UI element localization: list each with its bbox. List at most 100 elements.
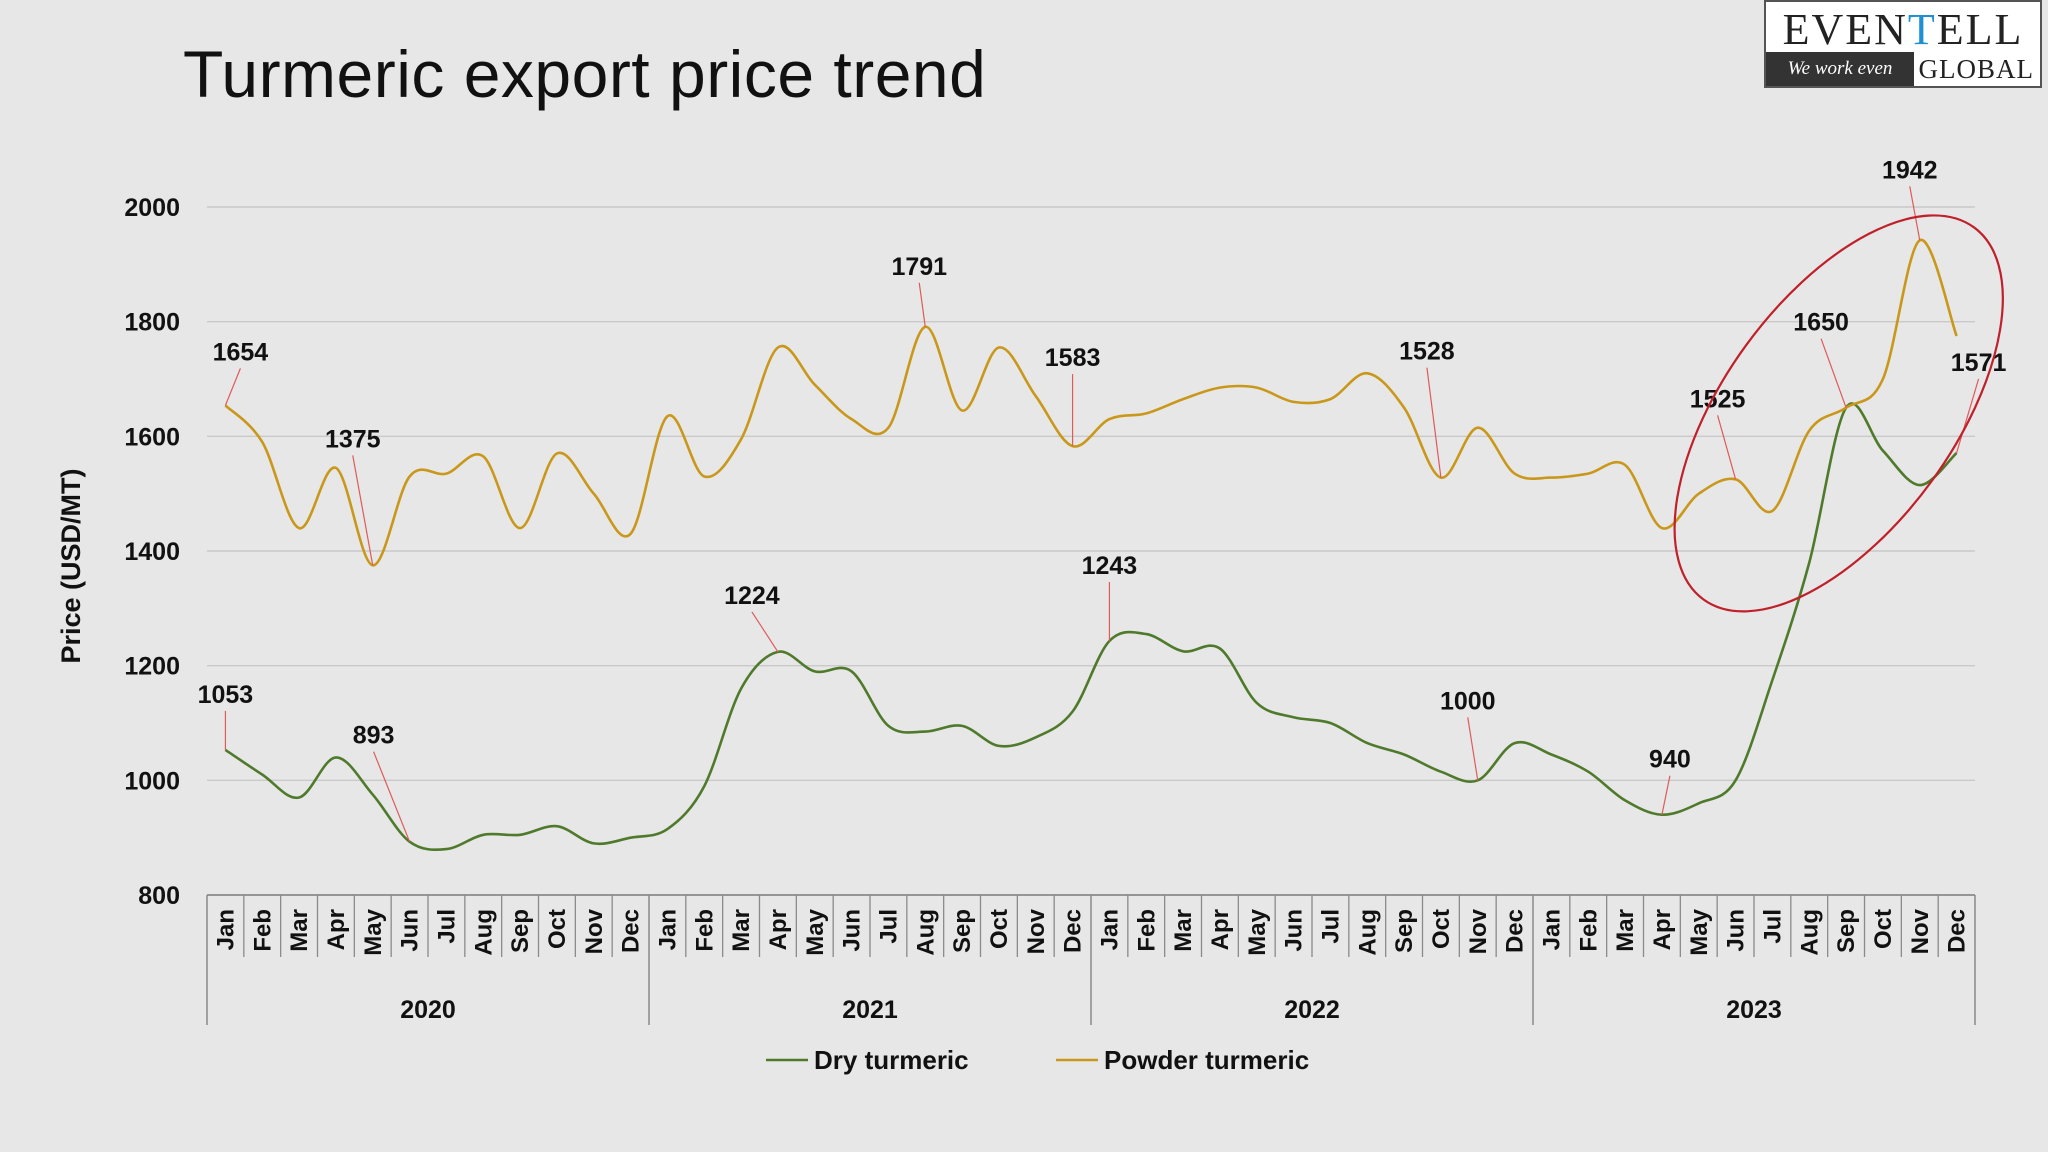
data-label: 1053 [198,681,254,709]
x-axis: Jan Feb Mar Apr May Jun Jul Aug Sep Oct Nov Dec 2020… [206,895,1976,1025]
logo-subtitle: GLOBAL [1918,54,2034,84]
x-tick-label: Nov [1023,908,1050,954]
year-label: 2020 [400,996,456,1024]
x-tick-label: Aug [912,909,939,956]
callout-leader [352,455,374,566]
y-tick-label: 1000 [124,767,180,795]
x-tick-label: Sep [1833,909,1860,953]
x-tick-label: Oct [1870,909,1897,949]
x-tick-label: Jun [397,909,424,952]
company-logo: EVENTELL We work even GLOBAL [1764,0,2042,88]
data-label: 1243 [1082,552,1138,580]
x-tick-label: Sep [507,909,534,953]
x-tick-label: Feb [1575,909,1602,952]
data-label: 893 [353,722,395,750]
x-tick-label: Feb [1133,909,1160,952]
callout-leader [1426,367,1442,478]
callout-leader [751,611,779,653]
x-tick-label: Jan [212,909,239,950]
x-tick-label: Mar [1612,909,1639,952]
callout-leader [1820,338,1847,408]
callout-leader [1661,775,1671,815]
year-label: 2023 [1726,996,1782,1024]
x-tick-label: Oct [1428,909,1455,949]
x-tick-label: Mar [1170,909,1197,952]
data-label: 1791 [891,253,947,281]
x-tick-label: Aug [1796,909,1823,956]
callout-leader [1909,186,1921,241]
x-tick-label: Mar [728,909,755,952]
y-tick-label: 800 [138,882,180,910]
y-tick-label: 1400 [124,538,180,566]
data-label: 1571 [1951,349,2007,377]
x-tick-label: Dec [1060,909,1087,953]
year-label: 2022 [1284,996,1340,1024]
y-tick-label: 1200 [124,653,180,681]
x-tick-label: Oct [544,909,571,949]
x-tick-label: Oct [986,909,1013,949]
x-tick-label: Sep [1391,909,1418,953]
data-label: 1942 [1882,156,1938,184]
x-tick-label: Mar [286,909,313,952]
y-tick-label: 2000 [124,194,180,222]
x-tick-label: Dec [1502,909,1529,953]
x-tick-label: Jun [1281,909,1308,952]
x-tick-label: Nov [581,908,608,954]
x-tick-label: May [360,908,387,955]
x-tick-label: Feb [691,909,718,952]
data-label: 1224 [724,582,780,610]
x-tick-label: May [802,908,829,955]
x-tick-label: Jun [1723,909,1750,952]
data-label: 1375 [325,425,381,453]
series-lines [224,238,1958,852]
legend-label: Dry turmeric [814,1045,969,1075]
y-axis: 800 1000 1200 1400 1600 1800 2000 [124,194,180,910]
x-tick-label: Jan [1538,909,1565,950]
logo-tagline: We work even [1766,52,1914,86]
x-tick-label: Jul [875,909,902,944]
x-tick-label: Feb [249,909,276,952]
x-tick-label: Apr [323,909,350,950]
x-tick-label: Dec [618,909,645,953]
y-tick-label: 1600 [124,423,180,451]
x-tick-label: Dec [1944,909,1971,953]
highlight-ellipse [1673,214,2004,613]
x-tick-label: Aug [1354,909,1381,956]
callout-leader [918,282,926,327]
year-label: 2021 [842,996,898,1024]
callout-leader [1467,717,1479,781]
x-tick-label: Apr [1649,909,1676,950]
legend: Dry turmeric Powder turmeric [766,1045,1309,1075]
y-axis-label: Price (USD/MT) [56,468,86,663]
x-tick-label: Aug [470,909,497,956]
x-tick-label: Jul [1317,909,1344,944]
callout-leader [373,751,411,842]
logo-wordmark: EVENTELL [1782,5,2024,54]
x-tick-label: Jul [1759,909,1786,944]
data-label: 940 [1649,746,1691,774]
x-tick-label: Sep [949,909,976,953]
callout-leader [1717,415,1737,480]
x-tick-label: Nov [1907,908,1934,954]
x-tick-label: Apr [765,909,792,950]
data-label: 1650 [1793,309,1849,337]
callout-leader [1956,378,1980,454]
data-label: 1654 [213,338,269,366]
x-tick-label: Apr [1207,909,1234,950]
dry-turmeric-line [224,402,1958,852]
x-tick-label: Jul [433,909,460,944]
page-title: Turmeric export price trend [183,37,987,111]
x-tick-label: May [1686,908,1713,955]
y-tick-label: 1800 [124,309,180,337]
legend-label: Powder turmeric [1104,1045,1309,1075]
callout-leader [224,368,241,406]
x-tick-label: Jan [1096,909,1123,950]
x-tick-label: Nov [1465,908,1492,954]
data-label: 1583 [1045,344,1101,372]
x-tick-label: May [1244,908,1271,955]
data-label: 1000 [1440,687,1496,715]
x-tick-label: Jun [839,909,866,952]
x-tick-label: Jan [654,909,681,950]
